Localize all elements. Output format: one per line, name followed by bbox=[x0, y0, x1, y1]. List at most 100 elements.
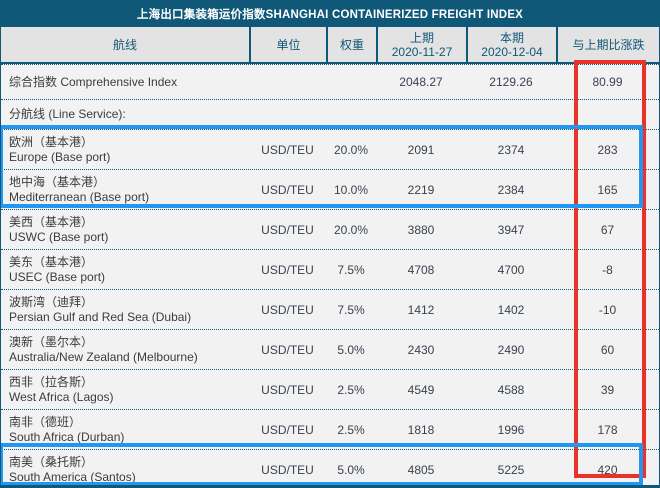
curr-cell: 4700 bbox=[497, 262, 525, 277]
table-row-australia-nz: 澳新（墨尔本） Australia/New Zealand (Melbourne… bbox=[1, 329, 659, 369]
route-cell: 分航线 (Line Service): bbox=[1, 100, 249, 129]
change-cell bbox=[556, 100, 659, 129]
route-cell: 综合指数 Comprehensive Index bbox=[1, 65, 249, 99]
curr-cell bbox=[466, 100, 556, 129]
route-cell: 南非（德班） South Africa (Durban) bbox=[1, 410, 249, 449]
route-name: 分航线 (Line Service): bbox=[9, 107, 126, 121]
change-cell: 39 bbox=[600, 382, 615, 397]
unit-cell: USD/TEU bbox=[261, 222, 314, 237]
unit-cell: USD/TEU bbox=[261, 142, 314, 157]
prev-cell: 2091 bbox=[407, 142, 435, 157]
route-name-cn: 地中海（基本港） bbox=[9, 174, 106, 189]
header-weight: 权重 bbox=[326, 27, 376, 62]
table-header-row: 航线 单位 权重 上期 2020-11-27 本期 2020-12-04 与上期… bbox=[1, 27, 659, 64]
weight-cell bbox=[326, 65, 376, 99]
unit-cell: USD/TEU bbox=[261, 182, 314, 197]
table-row-south-america: 南美（桑托斯） South America (Santos) USD/TEU 5… bbox=[1, 449, 659, 485]
table-row-south-africa: 南非（德班） South Africa (Durban) USD/TEU 2.5… bbox=[1, 409, 659, 449]
weight-cell: 10.0% bbox=[333, 182, 369, 197]
route-name-cn: 美东（基本港） bbox=[9, 254, 94, 269]
prev-cell: 4805 bbox=[407, 462, 435, 477]
weight-cell: 7.5% bbox=[337, 302, 365, 317]
table-title: 上海出口集装箱运价指数SHANGHAI CONTAINERIZED FREIGH… bbox=[1, 0, 659, 27]
change-cell: 80.99 bbox=[592, 75, 623, 89]
route-cell: 欧洲（基本港） Europe (Base port) bbox=[1, 130, 249, 169]
curr-cell: 4588 bbox=[497, 382, 525, 397]
route-cell: 南美（桑托斯） South America (Santos) bbox=[1, 450, 249, 485]
route-cell: 波斯湾（迪拜） Persian Gulf and Red Sea (Dubai) bbox=[1, 290, 249, 329]
table-row-mediterranean: 地中海（基本港） Mediterranean (Base port) USD/T… bbox=[1, 169, 659, 209]
route-cell: 澳新（墨尔本） Australia/New Zealand (Melbourne… bbox=[1, 330, 249, 369]
route-name-en: Europe (Base port) bbox=[9, 149, 111, 164]
table-row-europe: 欧洲（基本港） Europe (Base port) USD/TEU 20.0%… bbox=[1, 129, 659, 169]
table-row-line-service: 分航线 (Line Service): bbox=[1, 99, 659, 129]
prev-cell: 1412 bbox=[407, 302, 435, 317]
table-row-west-africa: 西非（拉各斯） West Africa (Lagos) USD/TEU 2.5%… bbox=[1, 369, 659, 409]
weight-cell: 5.0% bbox=[337, 342, 365, 357]
unit-cell: USD/TEU bbox=[261, 302, 314, 317]
change-cell: 178 bbox=[597, 422, 618, 437]
prev-cell bbox=[376, 100, 466, 129]
table-row-persian-gulf: 波斯湾（迪拜） Persian Gulf and Red Sea (Dubai)… bbox=[1, 289, 659, 329]
route-name-cn: 波斯湾（迪拜） bbox=[9, 294, 94, 309]
change-cell: 67 bbox=[600, 222, 615, 237]
prev-cell: 2219 bbox=[407, 182, 435, 197]
route-name-en: USEC (Base port) bbox=[9, 269, 106, 284]
route-name-en: South Africa (Durban) bbox=[9, 429, 125, 444]
unit-cell: USD/TEU bbox=[261, 382, 314, 397]
route-name-en: Persian Gulf and Red Sea (Dubai) bbox=[9, 309, 192, 324]
route-name-en: Mediterranean (Base port) bbox=[9, 189, 150, 204]
curr-cell: 1996 bbox=[497, 422, 525, 437]
prev-cell: 2048.27 bbox=[399, 75, 443, 89]
route-name-en: West Africa (Lagos) bbox=[9, 389, 114, 404]
header-curr-date: 2020-12-04 bbox=[481, 44, 543, 59]
weight-cell: 5.0% bbox=[337, 462, 365, 477]
change-cell: 283 bbox=[597, 142, 618, 157]
header-route: 航线 bbox=[112, 37, 137, 52]
header-unit: 单位 bbox=[249, 27, 326, 62]
weight-cell: 20.0% bbox=[333, 222, 369, 237]
weight-cell: 20.0% bbox=[333, 142, 369, 157]
change-cell: -10 bbox=[598, 302, 617, 317]
table-row-comprehensive: 综合指数 Comprehensive Index 2048.27 2129.26… bbox=[1, 64, 659, 99]
weight-cell: 2.5% bbox=[337, 382, 365, 397]
unit-cell bbox=[249, 65, 326, 99]
change-cell: 60 bbox=[600, 342, 615, 357]
route-cell: 西非（拉各斯） West Africa (Lagos) bbox=[1, 370, 249, 409]
prev-cell: 4549 bbox=[407, 382, 435, 397]
curr-cell: 2129.26 bbox=[489, 75, 533, 89]
table-row-uswc: 美西（基本港） USWC (Base port) USD/TEU 20.0% 3… bbox=[1, 209, 659, 249]
prev-cell: 3880 bbox=[407, 222, 435, 237]
weight-cell: 7.5% bbox=[337, 262, 365, 277]
prev-cell: 4708 bbox=[407, 262, 435, 277]
curr-cell: 2384 bbox=[497, 182, 525, 197]
change-cell: -8 bbox=[602, 262, 613, 277]
prev-cell: 1818 bbox=[407, 422, 435, 437]
unit-cell: USD/TEU bbox=[261, 422, 314, 437]
header-change: 与上期比涨跌 bbox=[556, 27, 659, 62]
header-prev-date: 2020-11-27 bbox=[391, 44, 453, 59]
route-cell: 美东（基本港） USEC (Base port) bbox=[1, 250, 249, 289]
weight-cell: 2.5% bbox=[337, 422, 365, 437]
curr-cell: 2374 bbox=[497, 142, 525, 157]
unit-cell bbox=[249, 100, 326, 129]
header-curr-label: 本期 bbox=[499, 30, 524, 45]
curr-cell: 5225 bbox=[497, 462, 525, 477]
unit-cell: USD/TEU bbox=[261, 262, 314, 277]
prev-cell: 2430 bbox=[407, 342, 435, 357]
route-name-cn: 南非（德班） bbox=[9, 414, 82, 429]
route-name-en: Australia/New Zealand (Melbourne) bbox=[9, 349, 198, 364]
header-prev-label: 上期 bbox=[409, 30, 434, 45]
change-cell: 165 bbox=[597, 182, 618, 197]
route-name-cn: 欧洲（基本港） bbox=[9, 134, 94, 149]
route-name-en: USWC (Base port) bbox=[9, 229, 109, 244]
route-cell: 地中海（基本港） Mediterranean (Base port) bbox=[1, 170, 249, 209]
curr-cell: 1402 bbox=[497, 302, 525, 317]
route-name-cn: 美西（基本港） bbox=[9, 214, 94, 229]
route-name-cn: 南美（桑托斯） bbox=[9, 454, 94, 469]
change-cell: 420 bbox=[597, 462, 618, 477]
table-row-usec: 美东（基本港） USEC (Base port) USD/TEU 7.5% 47… bbox=[1, 249, 659, 289]
header-prev-period: 上期 2020-11-27 bbox=[376, 27, 466, 62]
route-name-cn: 西非（拉各斯） bbox=[9, 374, 94, 389]
